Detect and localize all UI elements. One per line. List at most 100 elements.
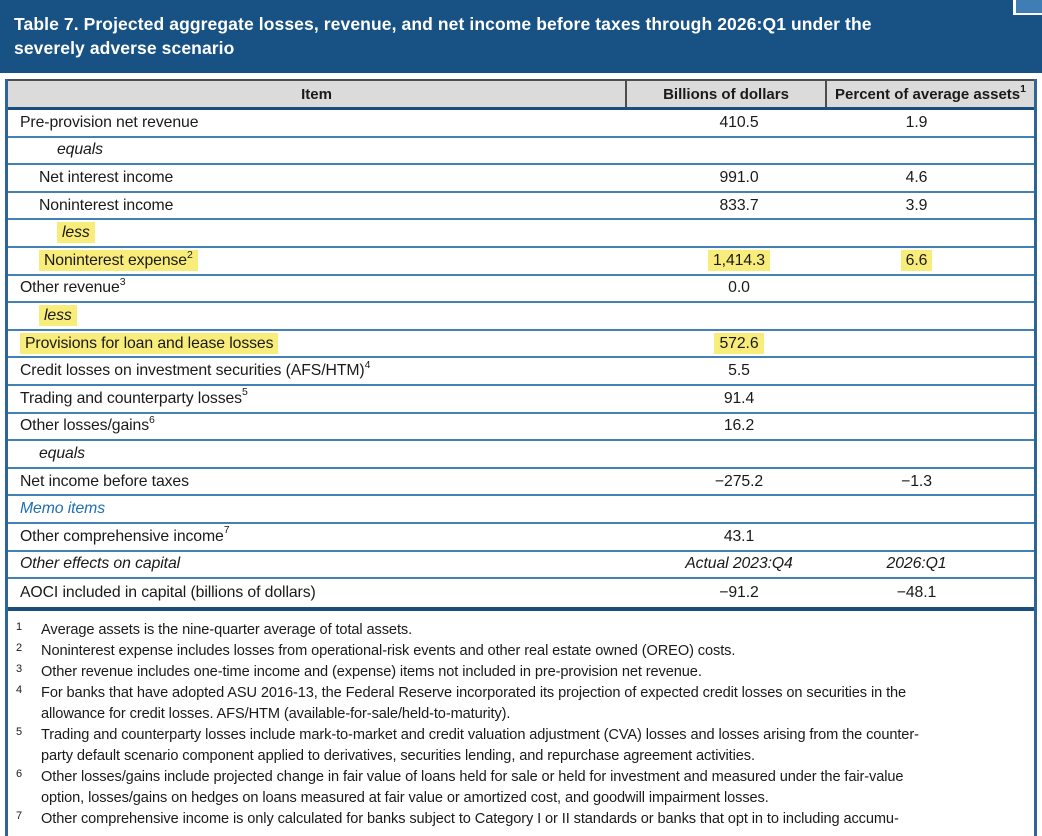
billions-cell-value: −275.2 (714, 472, 764, 490)
footnote: 5 Trading and counterparty losses include… (11, 725, 1026, 767)
percent-cell: 6.6 (827, 249, 1034, 271)
billions-cell: 1,414.3 (627, 249, 827, 271)
table-row: AOCI included in capital (billions of do… (8, 579, 1034, 607)
billions-cell-value: 91.4 (723, 389, 755, 407)
table-row: equals (8, 441, 1034, 469)
footnote-ref: 2 (187, 248, 193, 261)
item-cell: Other effects on capital (8, 555, 627, 573)
item-label: AOCI included in capital (billions of do… (20, 583, 316, 601)
table-title-line-1: Table 7. Projected aggregate losses, rev… (14, 14, 872, 34)
table-title-line-2: severely adverse scenario (14, 38, 235, 58)
table-row: Other comprehensive income7 43.1 (8, 524, 1034, 552)
column-header-percent: Percent of average assets1 (827, 81, 1034, 107)
footnote-text: Noninterest expense includes losses from… (41, 641, 1026, 662)
footnote-line: allowance for credit losses. AFS/HTM (av… (41, 705, 511, 722)
footnote-line: option, losses/gains on hedges on loans … (41, 789, 769, 806)
footnote-number: 2 (16, 641, 23, 654)
percent-cell-value: 2026:Q1 (886, 555, 947, 573)
column-header-item: Item (8, 81, 627, 107)
billions-cell: 833.7 (627, 197, 827, 215)
item-cell: Noninterest income (8, 197, 627, 215)
item-label: Other revenue3 (20, 276, 126, 297)
table-row: Credit losses on investment securities (… (8, 358, 1034, 386)
footnote-ref: 7 (223, 524, 230, 537)
billions-cell-value: 1,414.3 (707, 249, 770, 271)
percent-cell: 4.6 (827, 169, 1034, 187)
item-label: less (39, 304, 77, 326)
billions-cell-value: 16.2 (723, 417, 755, 435)
table-row: Other effects on capital Actual 2023:Q4 20… (8, 552, 1034, 580)
percent-cell-value: 1.9 (905, 113, 928, 131)
billions-cell: 43.1 (627, 528, 827, 546)
footnotes: 1 Average assets is the nine-quarter aver… (8, 611, 1034, 830)
item-cell: Net interest income (8, 169, 627, 187)
billions-cell: 91.4 (627, 390, 827, 408)
footnote-number: 7 (16, 809, 23, 822)
percent-cell-value: 3.9 (905, 196, 928, 214)
item-label: equals (39, 444, 85, 462)
column-header-percent-label: Percent of average assets1 (835, 82, 1026, 103)
item-cell: Credit losses on investment securities (… (8, 358, 627, 380)
item-label: Trading and counterparty losses5 (20, 386, 248, 407)
table-row: less (8, 303, 1034, 331)
billions-cell-value: 572.6 (714, 332, 764, 354)
footnote-number: 1 (16, 620, 23, 633)
billions-cell: Actual 2023:Q4 (627, 555, 827, 573)
footnote: 2 Noninterest expense includes losses fro… (11, 641, 1026, 662)
item-cell: less (8, 222, 627, 244)
item-label: Noninterest income (39, 196, 174, 214)
item-cell: Noninterest expense2 (8, 248, 627, 271)
footnote-text: Other revenue includes one-time income a… (41, 662, 1026, 683)
item-cell: Memo items (8, 500, 627, 518)
footnote-text: Average assets is the nine-quarter avera… (41, 620, 1026, 641)
billions-cell: 0.0 (627, 279, 827, 297)
billions-cell: −275.2 (627, 473, 827, 491)
table-row: Other losses/gains6 16.2 (8, 414, 1034, 442)
footnote-number: 6 (16, 767, 23, 780)
percent-cell: 1.9 (827, 114, 1034, 132)
item-cell: equals (8, 141, 627, 159)
percent-cell-value: −48.1 (896, 583, 937, 601)
billions-cell-value: 5.5 (728, 362, 750, 380)
footnote-ref: 5 (241, 386, 248, 399)
billions-cell-value: 991.0 (719, 168, 759, 186)
footnote-line: Other revenue includes one-time income a… (41, 663, 702, 680)
footnote: 3 Other revenue includes one-time income … (11, 662, 1026, 683)
billions-cell: 410.5 (627, 114, 827, 132)
footnote-ref: 4 (364, 358, 371, 371)
table-row: Noninterest income 833.7 3.9 (8, 193, 1034, 221)
item-cell: Pre-provision net revenue (8, 114, 627, 132)
table-row: Net income before taxes −275.2 −1.3 (8, 469, 1034, 497)
item-label: Provisions for loan and lease losses (20, 332, 279, 354)
column-header-item-label: Item (301, 85, 332, 103)
footnote-text: Trading and counterparty losses include … (41, 725, 1026, 767)
billions-cell: −91.2 (627, 584, 827, 602)
item-cell: Provisions for loan and lease losses (8, 332, 627, 354)
table-row: Provisions for loan and lease losses 572.… (8, 331, 1034, 359)
footnote-line: Other comprehensive income is only calcu… (41, 810, 899, 827)
table-row: Noninterest expense2 1,414.3 6.6 (8, 248, 1034, 276)
item-label: Net interest income (39, 168, 174, 186)
item-label: Other effects on capital (20, 555, 181, 573)
item-label: Net income before taxes (20, 472, 189, 490)
item-label: Memo items (20, 500, 106, 518)
item-cell: Trading and counterparty losses5 (8, 386, 627, 408)
footnote-text: For banks that have adopted ASU 2016-13,… (41, 683, 1026, 725)
percent-cell: −1.3 (827, 473, 1034, 491)
item-cell: Net income before taxes (8, 473, 627, 491)
table-row: Memo items (8, 496, 1034, 524)
billions-cell-value: 0.0 (728, 279, 750, 297)
item-cell: Other comprehensive income7 (8, 524, 627, 546)
footnote-number: 3 (16, 662, 23, 675)
footnote-text: Other comprehensive income is only calcu… (41, 809, 1026, 830)
table-body: Pre-provision net revenue 410.5 1.9 equals N… (8, 110, 1034, 611)
item-label: Other comprehensive income7 (20, 524, 230, 545)
billions-cell-value: 410.5 (719, 113, 759, 131)
column-header-billions-label: Billions of dollars (663, 85, 789, 103)
billions-cell-value: −91.2 (719, 583, 759, 601)
billions-cell-value: Actual 2023:Q4 (685, 555, 793, 573)
percent-cell-value: 4.6 (905, 168, 928, 186)
corner-accent (1013, 0, 1042, 15)
item-label: Credit losses on investment securities (… (20, 358, 371, 380)
table-row: Net interest income 991.0 4.6 (8, 165, 1034, 193)
